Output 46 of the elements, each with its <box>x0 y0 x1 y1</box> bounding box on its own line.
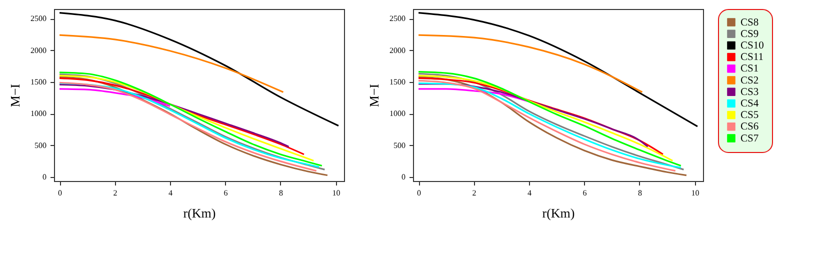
y-tick-label: 500 <box>34 140 46 150</box>
x-tick-label: 6 <box>582 188 587 198</box>
y-tick-label: 0 <box>402 172 406 182</box>
y-tick-label: 2000 <box>30 46 46 55</box>
line-series <box>418 12 698 128</box>
legend-label: CS6 <box>740 122 759 133</box>
x-tick-label: 10 <box>691 188 700 198</box>
y-tick-label: 2500 <box>30 14 46 24</box>
line-series <box>418 88 530 102</box>
legend-label: CS3 <box>740 86 759 98</box>
x-tick-label: 6 <box>224 188 228 198</box>
legend-label: CS10 <box>740 40 764 52</box>
x-tick-label: 4 <box>168 188 172 198</box>
x-axis-title: r(Km) <box>542 206 575 220</box>
y-tick-label: 1000 <box>30 109 46 118</box>
y-tick-label: 0 <box>42 172 46 182</box>
legend-label: CS4 <box>740 98 760 110</box>
x-tick-label: 0 <box>58 188 62 198</box>
y-tick-label: 500 <box>394 140 406 150</box>
legend-label: CS2 <box>740 75 759 86</box>
y-axis-title: M−I <box>366 84 382 108</box>
line-series <box>58 12 340 127</box>
x-tick-label: 2 <box>472 188 476 198</box>
y-tick-label: 1500 <box>390 77 406 86</box>
line-series <box>418 34 644 93</box>
x-tick-label: 0 <box>417 188 422 198</box>
x-tick-label: 4 <box>528 188 532 198</box>
y-tick-label: 1500 <box>30 77 46 86</box>
x-tick-label: 8 <box>278 188 283 198</box>
line-series <box>58 84 290 148</box>
x-tick-label: 2 <box>113 188 118 198</box>
legend-label: CS9 <box>740 28 759 40</box>
y-tick-label: 2000 <box>390 46 406 55</box>
legend-label: CS7 <box>740 133 759 144</box>
legend-label: CS1 <box>740 64 759 75</box>
x-axis-title: r(Km) <box>183 206 216 220</box>
y-axis-title: M−I <box>8 84 22 108</box>
legend-label: CS11 <box>740 52 764 64</box>
legend-label: CS5 <box>740 110 759 122</box>
x-tick-label: 10 <box>332 188 340 198</box>
line-series <box>58 34 284 93</box>
legend-label: CS8 <box>740 17 759 28</box>
y-tick-label: 1000 <box>390 109 406 118</box>
y-tick-label: 2500 <box>390 14 406 24</box>
x-tick-label: 8 <box>638 188 642 198</box>
line-series <box>58 88 171 107</box>
